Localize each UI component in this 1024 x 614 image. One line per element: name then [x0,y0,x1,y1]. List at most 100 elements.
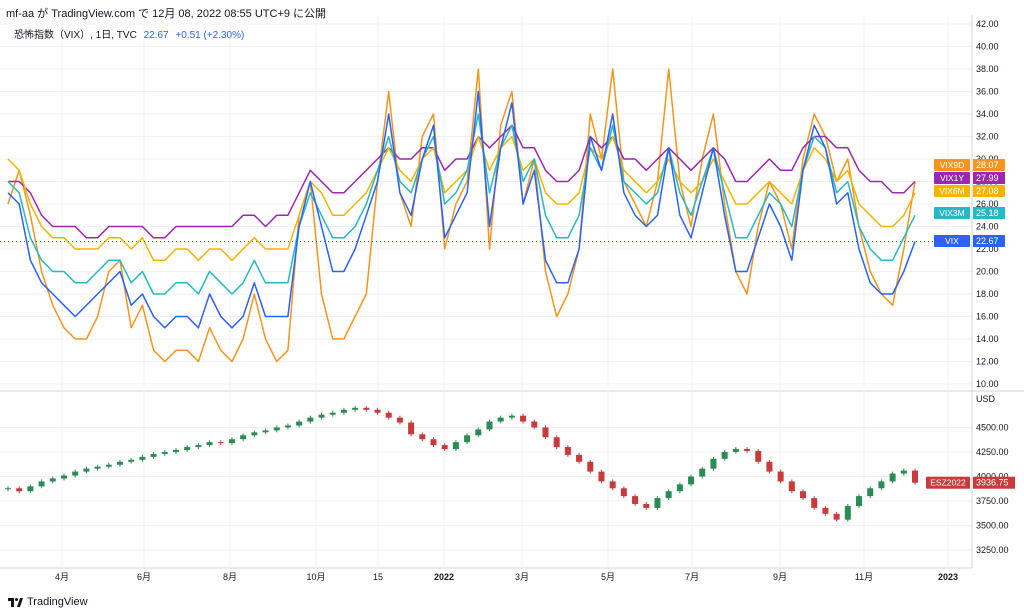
es-y-tick-label: 4250.00 [976,447,1009,457]
es-candle-body [665,491,672,499]
es-candle-body [329,412,336,415]
vix-y-tick-label: 12.00 [976,357,999,367]
vix-y-tick-label: 20.00 [976,267,999,277]
series-value-label: 25.18 [976,208,999,218]
es-candle-body [912,470,918,483]
vix-y-tick-label: 22.00 [976,244,999,254]
es-candle-body [833,513,840,520]
es-candle-body [60,475,67,479]
es-candle-body [262,430,269,433]
es-candle-body [228,439,235,444]
es-candle-body [643,503,650,508]
vix-y-tick-label: 34.00 [976,109,999,119]
es-candle-body [105,464,112,467]
es-candle-body [128,459,135,462]
es-y-tick-label: 4500.00 [976,422,1009,432]
x-tick-label: 10月 [306,572,325,582]
es-candle-body [116,461,123,465]
es-candle-body [363,407,370,410]
es-candle-body [744,449,751,451]
es-candle-body [16,488,23,492]
es-candle-body [542,427,549,438]
symbol-name[interactable]: 恐怖指数（VIX）, 1日, TVC [14,30,137,41]
es-candle-body [844,505,851,520]
es-candle-body [531,421,538,428]
es-candle-body [587,461,594,472]
vix-y-tick-label: 36.00 [976,87,999,97]
es-candle-body [464,435,471,443]
es-candle-body [352,407,359,410]
es-candle-body [508,415,515,418]
es-candle-body [822,507,829,514]
es-candle-body [710,458,717,469]
es-name-label: ESZ2022 [930,478,966,488]
series-name-label: VIX9D [940,160,965,170]
series-name-badge [934,207,970,219]
es-candle-body [217,442,224,444]
x-tick-label: 9月 [773,572,787,582]
es-candle-body [856,496,863,506]
es-candle-body [867,488,874,497]
es-candle-body [800,491,807,499]
es-axis-unit-label: USD [976,394,996,404]
es-candle-body [49,478,56,482]
series-name-label: VIX3M [939,208,965,218]
series-name-badge [934,159,970,171]
es-candle-body [632,496,639,504]
vix-y-tick-label: 42.00 [976,19,999,29]
series-value-badge [973,159,1005,171]
es-name-badge [926,476,970,489]
vix-y-tick-label: 24.00 [976,222,999,232]
x-tick-label: 7月 [685,572,699,582]
es-y-tick-label: 4000.00 [976,472,1009,482]
es-candle-body [27,486,34,492]
vix-y-tick-label: 18.00 [976,289,999,299]
es-candle-body [576,454,583,462]
es-candle-body [307,417,314,422]
es-candle-body [564,447,571,455]
es-candle-body [441,445,448,450]
series-value-badge [973,235,1005,247]
series-value-label: 27.99 [976,173,999,183]
es-candle-body [38,481,45,487]
es-candle-body [94,466,101,469]
x-tick-label: 8月 [223,572,237,582]
es-candle-body [475,429,482,436]
es-candle-body [206,442,213,446]
series-name-label: VIX [945,236,959,246]
es-candle-body [609,481,616,489]
footer-brand[interactable]: TradingView [8,596,88,608]
publish-header: mf-aa が TradingView.com で 12月 08, 2022 0… [6,8,327,20]
vix-y-tick-label: 40.00 [976,42,999,52]
series-line-vix [7,90,916,329]
es-candle-body [161,451,168,454]
es-candle-body [520,415,527,422]
es-candle-body [396,417,403,423]
x-tick-label: 15 [373,572,383,582]
x-tick-label: 2023 [938,572,958,582]
es-candle-body [72,471,79,476]
change-value: +0.51 (+2.30%) [175,30,245,41]
vix-y-tick-label: 26.00 [976,199,999,209]
es-candle-body [184,447,191,451]
series-line-vix6m [7,135,916,262]
x-tick-label: 3月 [515,572,529,582]
es-candle-body [318,414,325,418]
es-candle-body [83,468,90,472]
x-tick-label: 5月 [601,572,615,582]
es-candle-body [385,412,392,418]
es-y-tick-label: 3500.00 [976,521,1009,531]
es-candle-body [273,427,280,431]
x-tick-label: 11月 [855,572,873,582]
es-candle-body [251,432,258,436]
es-candle-body [688,476,695,485]
es-candle-body [5,488,11,490]
es-candle-body [430,439,437,446]
series-line-vix3m [7,113,916,295]
es-candle-body [284,425,291,428]
series-name-badge [934,235,970,247]
es-candle-body [452,442,459,450]
es-candle-body [240,435,247,440]
x-tick-label: 6月 [137,572,151,582]
